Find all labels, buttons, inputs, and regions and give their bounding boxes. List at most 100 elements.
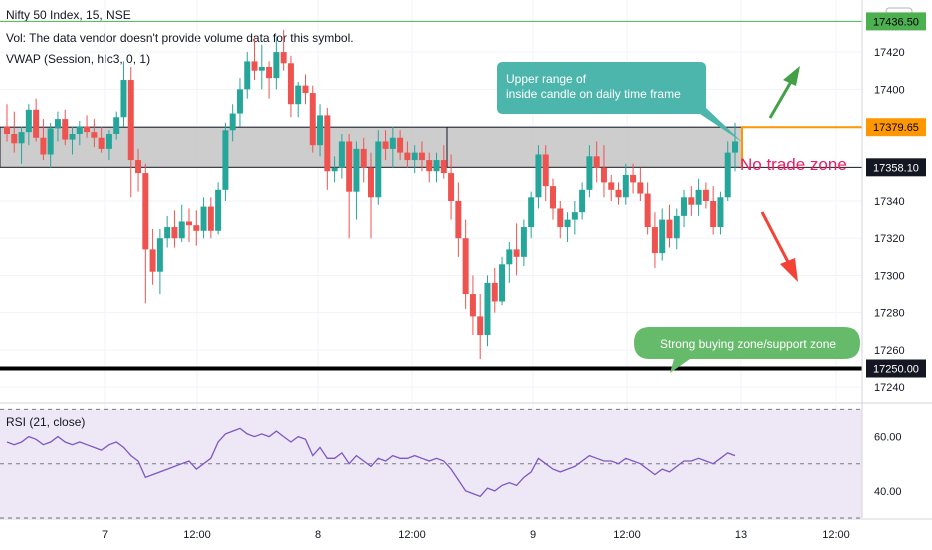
candle-body [557,208,564,228]
orange-level-line [741,126,862,168]
candle [98,126,105,153]
candle-body [695,189,702,205]
candle [215,182,222,235]
candle-body [127,80,134,161]
candle [302,74,309,105]
candle-body [40,137,47,155]
candle-body [651,227,658,254]
green-arrow-head [783,66,800,86]
candle-body [688,197,695,205]
candle [18,126,25,164]
candle-body [411,152,418,161]
candle-body [69,134,76,140]
candle-body [637,182,644,194]
candle [236,78,243,127]
callout-upper-range-line2: inside candle on daily time frame [506,87,681,101]
candle-body [600,167,607,183]
candle [433,152,440,183]
candle [484,275,491,347]
candle [229,104,236,142]
price-tick-label: 17400 [874,84,905,96]
candle-body [535,154,542,198]
candle-body [273,52,280,79]
candle-body [477,316,484,335]
tag-green-text: 17436.50 [873,16,919,28]
candle-body [579,189,586,213]
candle-body [251,61,258,71]
time-tick-label: 9 [530,529,536,541]
candle-body [54,119,61,129]
candle [178,204,185,242]
candle-body [207,206,214,231]
candle-body [295,85,302,105]
rsi-pane: RSI (21, close) [0,402,932,519]
candle-body [586,156,593,190]
rsi-tick-label: 60.00 [874,432,902,444]
candle-body [244,61,251,90]
price-tick-label: 17300 [874,270,905,282]
candle [593,141,600,183]
candle-body [11,134,18,144]
candle [76,120,83,146]
candle-body [608,182,615,190]
candle [331,156,338,183]
candle [542,145,549,201]
candle-body [462,238,469,295]
candle-body [18,132,25,144]
candle-body [84,126,91,133]
candle [426,152,433,183]
price-tick-label: 17240 [874,382,905,394]
candle [84,115,91,138]
candle-body [302,85,309,94]
rsi-tick-label: 40.00 [874,486,902,498]
candle [695,178,702,216]
candle-body [353,148,360,192]
candle [710,186,717,235]
candle [666,204,673,248]
time-tick-label: 12:00 [183,529,211,541]
candle [164,215,171,248]
candle-body [506,249,513,265]
candle-body [418,152,425,161]
price-tick-label: 17260 [874,345,905,357]
candle-body [491,282,498,302]
candle [608,174,615,201]
candle-body [98,137,105,149]
callout-support-text: Strong buying zone/support zone [660,337,836,351]
candle [62,109,69,146]
candle [651,212,658,268]
candle [528,191,535,239]
candle-body [717,197,724,228]
candle [382,130,389,161]
candle [499,256,506,306]
candle [448,154,455,220]
red-arrow-head [780,258,798,282]
candle [142,163,149,304]
candle [273,37,280,90]
callout-support-bubble [634,327,860,373]
tag-zone-bottom-bg [866,158,926,177]
tag-green-bg [866,12,926,31]
candle [622,163,629,205]
candle-body [433,160,440,172]
candle-body [528,197,535,228]
candle [360,137,367,183]
candle-body [331,167,338,172]
candle-body [571,212,578,220]
candle-body [135,160,142,174]
candle-body [178,221,185,239]
candle-body [164,227,171,239]
candle-body [404,152,411,161]
candle [200,197,207,239]
candle-body [732,141,738,153]
candle-body [593,156,600,168]
candle-body [309,93,316,146]
candle [579,182,586,220]
candle-body [659,219,666,254]
candle-body [47,128,54,155]
candle [637,167,644,201]
candle [644,182,651,235]
candle-body [91,132,98,138]
rsi-line [6,427,736,498]
